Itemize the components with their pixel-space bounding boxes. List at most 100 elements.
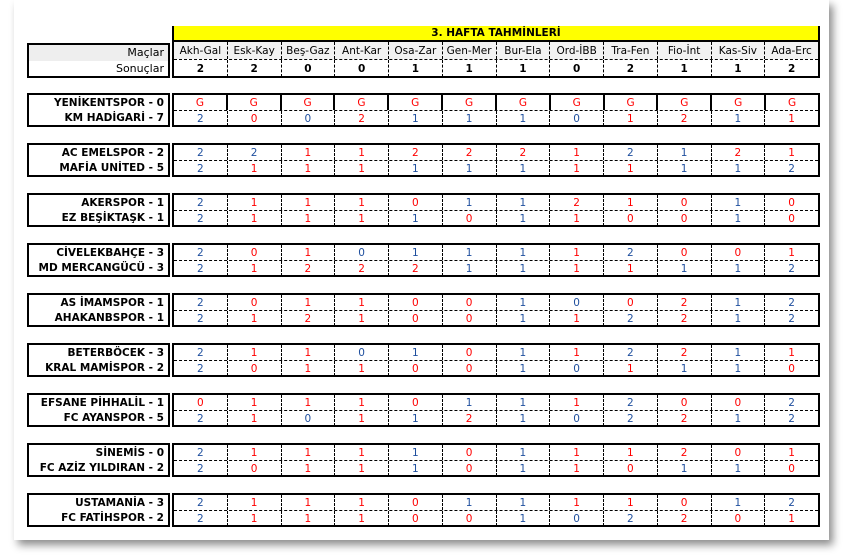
pick-cell: 0 [388,361,442,376]
pick-cell: 2 [603,511,657,526]
pick-cell: 1 [388,111,442,126]
pick-cell: 0 [388,311,442,326]
pick-cell: 0 [656,195,711,210]
pick-cell: 1 [334,361,388,376]
result-cell: 1 [710,60,765,77]
pick-cell: 2 [656,411,711,426]
pick-cell: 1 [226,511,281,526]
team-name: YENİKENTSPOR - 0 [54,96,164,109]
pick-cell: 1 [280,195,335,210]
pick-cell: 2 [764,161,818,176]
pick-cell: 1 [280,345,335,360]
pick-cell: 1 [495,261,550,276]
matchup-teams-box: AC EMELSPOR - 2 MAFİA UNİTED - 5 [27,143,170,177]
team-name: AKERSPOR - 1 [81,196,164,209]
result-cell: 1 [495,60,550,77]
pick-cell: G [602,95,657,110]
pick-cell: 0 [388,195,442,210]
pick-cell: 1 [549,311,603,326]
matchup-teams-box: SİNEMİS - 0 FC AZİZ YILDIRAN - 2 [27,443,170,477]
pick-cell: 2 [656,311,711,326]
pick-cell: G [548,95,603,110]
pick-cell: 1 [549,211,603,226]
pick-cell: 2 [495,145,550,160]
pick-cell: 1 [334,161,388,176]
pick-cell: 1 [656,261,711,276]
pick-cell: 1 [226,395,281,410]
pick-cell: 1 [710,195,765,210]
pick-cell: 1 [280,361,335,376]
pick-cell: 0 [764,361,818,376]
pick-cell: 1 [441,195,496,210]
pick-cell: 1 [764,111,818,126]
pick-cell: 1 [495,445,550,460]
team-name: AHAKANBSPOR - 1 [54,311,164,324]
pick-cell: 1 [710,311,765,326]
matchup-teams-box: AKERSPOR - 1 EZ BEŞİKTAŞK - 1 [27,193,170,227]
pick-cell: 0 [388,395,442,410]
pick-cell: 2 [197,496,204,509]
pick-cell: 2 [710,145,765,160]
pick-cell: 1 [495,511,550,526]
pick-cell: 0 [603,295,657,310]
team-name: KRAL MAMİSPOR - 2 [45,361,164,374]
pick-cell: 1 [334,411,388,426]
pick-cell: 2 [197,112,204,125]
pick-cell: 1 [334,195,388,210]
pick-cell: 0 [710,511,765,526]
result-cell: 0 [334,60,388,77]
team-name: SİNEMİS - 0 [95,446,164,459]
pick-cell: G [494,95,549,110]
pick-cell: 1 [549,261,603,276]
pick-cell: 1 [549,345,603,360]
pick-cell: 1 [603,445,657,460]
pick-cell: 1 [388,245,442,260]
pick-cell: 1 [226,195,281,210]
result-cell: 1 [388,60,442,77]
pick-cell: 1 [280,161,335,176]
pick-cell: 1 [549,161,603,176]
team-name: FC FATİHSPOR - 2 [61,511,164,524]
pick-cell: 1 [710,161,765,176]
pick-cell: 1 [495,345,550,360]
pick-cell: 1 [656,461,711,476]
pick-cell: 1 [226,211,281,226]
pick-cell: 1 [549,395,603,410]
team-name: USTAMANİA - 3 [75,496,164,509]
pick-cell: 0 [710,395,765,410]
pick-cell: 2 [197,346,204,359]
result-cell: 0 [549,60,603,77]
pick-cell: 2 [764,295,818,310]
match-header-cell: Osa-Zar [388,42,442,59]
pick-cell: 1 [280,495,335,510]
pick-cell: 2 [656,295,711,310]
pick-cell: 2 [197,462,204,475]
pick-cell: G [656,95,710,110]
pick-cell: 1 [495,245,550,260]
pick-cell: 1 [710,361,765,376]
pick-cell: 0 [764,195,818,210]
header-label-box: Maçlar Sonuçlar [27,43,170,78]
pick-cell: 0 [280,411,335,426]
pick-cell: 2 [764,311,818,326]
pick-cell: 0 [764,461,818,476]
team-name: FC AYANSPOR - 5 [63,411,164,424]
pick-cell: 1 [334,395,388,410]
team-name: AS İMAMSPOR - 1 [60,296,164,309]
pick-cell: 1 [441,245,496,260]
pick-cell: 2 [197,412,204,425]
pick-cell: 0 [441,211,496,226]
pick-cell: 0 [549,295,603,310]
pick-cell: 0 [441,345,496,360]
pick-cell: 1 [441,261,496,276]
pick-cell: 2 [334,261,388,276]
pick-cell: G [279,95,334,110]
